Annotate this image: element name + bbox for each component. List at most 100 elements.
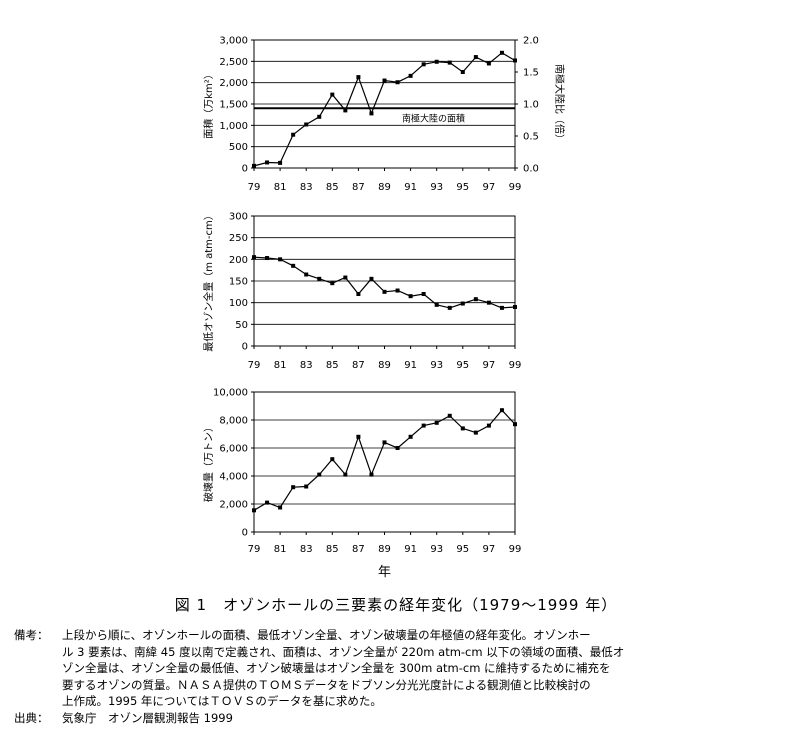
y-tick-label: 4,000 (219, 472, 248, 483)
x-tick-label: 95 (456, 182, 469, 193)
x-tick-label: 87 (352, 360, 365, 371)
y-axis-label: 破壊量（万トン） (202, 422, 215, 502)
y2-tick-label: 1.5 (523, 68, 539, 79)
data-point (513, 58, 517, 63)
x-tick-label: 87 (352, 544, 365, 555)
charts-figure: 05001,0001,5002,0002,5003,0000.00.51.01.… (202, 36, 566, 581)
data-point (460, 301, 465, 306)
series-line (253, 409, 516, 511)
data-point (460, 70, 465, 74)
x-tick-label: 81 (274, 544, 287, 555)
y2-tick-label: 2.0 (523, 36, 539, 47)
x-tick-label: 83 (300, 360, 313, 371)
data-point (265, 256, 270, 261)
data-point (278, 257, 283, 262)
data-point (499, 305, 504, 310)
figure-notes: 備考： 上段から順に、オゾンホールの面積、最低オゾン全量、オゾン破壊量の年極値の… (14, 627, 780, 726)
notes-source: 出典： 気象庁 オゾン層観測報告 1999 (14, 710, 780, 727)
x-tick-label: 79 (248, 182, 261, 193)
x-tick-label: 81 (274, 360, 287, 371)
notes-line: ゾン全量は、オゾン全量の最低値、オゾン破壊量はオゾン全量を 300m atm-c… (62, 661, 611, 675)
x-tick-label: 91 (404, 360, 417, 371)
y-tick-label: 6,000 (219, 444, 248, 455)
notes-line: 要するオゾンの質量。ＮＡＳＡ提供のＴＯＭＳデータをドブソン分光光度計による観測値… (62, 677, 591, 692)
x-axis-label: 年 (378, 565, 391, 580)
y-tick-label: 0 (242, 528, 248, 539)
data-point (486, 300, 491, 305)
data-point (421, 292, 426, 296)
notes-remarks-label: 備考： (14, 628, 49, 642)
data-point (369, 472, 374, 477)
data-point (460, 426, 465, 431)
data-point (330, 281, 335, 286)
data-point (304, 122, 309, 127)
y-tick-label: 10,000 (213, 388, 248, 399)
x-tick-label: 93 (430, 360, 443, 371)
x-tick-label: 97 (483, 544, 496, 555)
data-point (473, 297, 478, 302)
x-tick-label: 99 (509, 544, 522, 555)
x-tick-label: 97 (483, 182, 496, 193)
y-tick-label: 0 (242, 342, 248, 353)
chart-panel-1: 0 500 1,000 1,500 2,000 2,500 3,000 0.0 0.5 1.0 1.… (202, 36, 566, 194)
series-line (253, 52, 516, 167)
data-point (252, 255, 256, 260)
notes-remarks-text: 上段から順に、オゾンホールの面積、最低オゾン全量、オゾン破壊量の年極値の経年変化… (62, 627, 780, 710)
data-point (447, 305, 452, 310)
data-point (395, 288, 400, 293)
data-point (382, 440, 387, 445)
x-tick-label: 95 (456, 544, 469, 555)
x-tick-label: 99 (509, 360, 522, 371)
data-point (421, 423, 426, 428)
y-tick-label: 2,000 (219, 500, 248, 511)
data-point (343, 472, 348, 477)
data-point (513, 305, 517, 309)
y-tick-label: 8,000 (219, 416, 248, 427)
notes-line: 上作成。1995 年についてはＴＯＶＳのデータを基に求めた。 (62, 694, 382, 708)
data-point (486, 61, 491, 66)
data-point (369, 276, 374, 281)
data-point (317, 472, 322, 477)
notes-line: 上段から順に、オゾンホールの面積、最低オゾン全量、オゾン破壊量の年極値の経年変化… (62, 628, 591, 642)
x-tick-label: 99 (509, 182, 522, 193)
x-tick-label: 93 (430, 182, 443, 193)
data-point (252, 163, 256, 168)
y-tick-label: 2,000 (219, 78, 248, 89)
x-tick-label: 79 (248, 544, 261, 555)
y-tick-label: 150 (229, 277, 248, 288)
x-tick-label: 89 (378, 544, 391, 555)
y-tick-label: 1,500 (219, 100, 248, 111)
x-tick-label: 85 (326, 360, 339, 371)
data-point (473, 430, 478, 435)
y-tick-label: 300 (229, 212, 248, 223)
data-point (343, 275, 348, 280)
x-tick-label: 83 (300, 182, 313, 193)
chart-panel-2: 0 50 100 150 200 250 300 最低オゾン全量（m atm-cm） 79 81 8… (202, 210, 521, 371)
plot-frame (253, 391, 516, 533)
y2-tick-label: 1.0 (523, 100, 539, 111)
data-point (382, 289, 387, 294)
data-point (278, 160, 283, 165)
notes-line: ル 3 要素は、南緯 45 度以南で定義され、面積は、オゾン全量が 220m a… (62, 644, 625, 659)
data-point (317, 276, 322, 281)
data-point (356, 75, 361, 80)
y-tick-label: 50 (235, 320, 248, 331)
data-point (447, 413, 452, 418)
data-point (369, 111, 374, 116)
y-tick-label: 0 (242, 164, 248, 175)
y-tick-label: 2,500 (219, 57, 248, 68)
y-tick-label: 1,000 (219, 121, 248, 132)
data-point (356, 434, 361, 439)
y-tick-label: 500 (229, 142, 248, 153)
data-point (434, 59, 439, 64)
x-tick-label: 91 (404, 182, 417, 193)
data-point (356, 292, 361, 296)
y2-tick-label: 0.5 (523, 132, 539, 143)
data-point (499, 408, 504, 413)
data-point (304, 272, 309, 277)
data-point (330, 92, 335, 97)
data-point (252, 508, 256, 513)
data-point (395, 446, 400, 450)
data-point (395, 80, 400, 85)
data-point (291, 485, 296, 490)
